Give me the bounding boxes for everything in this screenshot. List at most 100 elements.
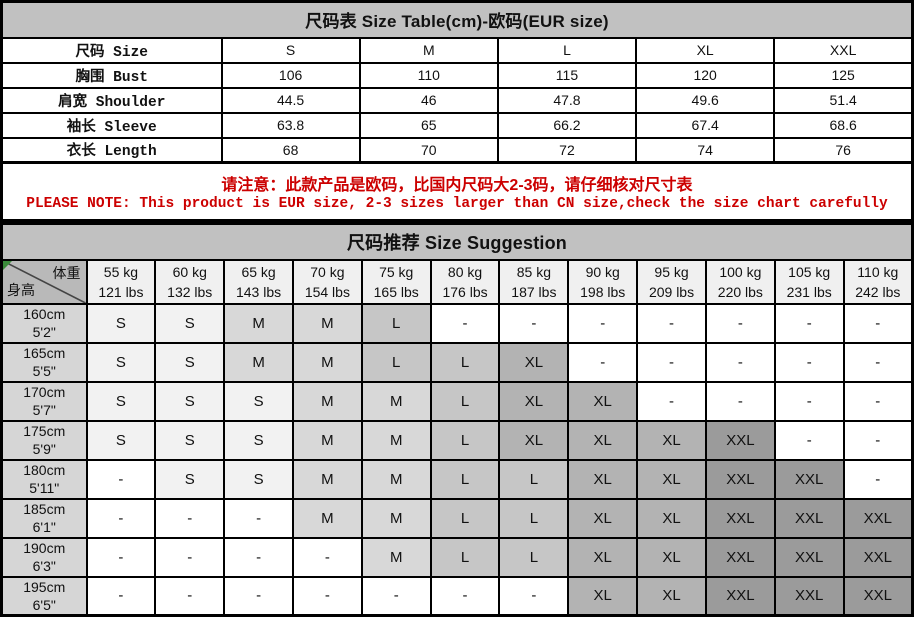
size-value-cell: 115 <box>496 61 638 89</box>
corner-weight-label: 体重 <box>52 264 81 281</box>
suggestion-size-cell: L <box>429 458 501 500</box>
suggestion-size-cell: M <box>291 458 363 500</box>
size-value-cell: S <box>220 36 361 64</box>
suggestion-size-cell: XXL <box>704 458 776 500</box>
suggestion-size-cell: XXL <box>773 575 845 617</box>
suggestion-size-cell: XXL <box>773 536 845 578</box>
weight-lbs-label: 198 lbs <box>580 283 626 300</box>
suggestion-size-cell: - <box>842 341 914 383</box>
corner-marker-triangle <box>3 261 12 270</box>
size-value-cell: 65 <box>358 111 499 139</box>
suggestion-size-cell: M <box>360 497 432 539</box>
suggestion-size-cell: - <box>291 575 363 617</box>
suggestion-size-cell: L <box>429 380 501 422</box>
suggestion-size-cell: - <box>567 302 639 344</box>
weight-lbs-label: 143 lbs <box>235 283 282 300</box>
suggestion-size-cell: - <box>223 497 294 539</box>
suggestion-size-cell: S <box>154 419 226 461</box>
weight-kg-label: 90 kg <box>585 263 620 280</box>
weight-header-cell: 95 kg 209 lbs <box>636 258 707 305</box>
suggestion-size-cell: - <box>842 419 914 461</box>
size-value-cell: 68 <box>220 136 361 164</box>
suggestion-row: 185cm 6'1" - - - M M L L XL XL XXL XXL XXL <box>0 497 914 539</box>
suggestion-row: 160cm 5'2" S S M M L - - - - - - - <box>0 302 914 344</box>
suggestion-size-cell: - <box>498 575 570 617</box>
suggestion-size-cell: M <box>360 380 432 422</box>
suggestion-size-cell: S <box>154 341 226 383</box>
suggestion-size-cell: XXL <box>773 458 845 500</box>
suggestion-size-cell: L <box>360 341 432 383</box>
suggestion-size-cell: M <box>223 341 294 383</box>
suggestion-size-cell: L <box>429 419 501 461</box>
suggestion-size-cell: XL <box>567 380 639 422</box>
height-ft-label: 5'2" <box>32 324 56 340</box>
suggestion-row: 195cm 6'5" - - - - - - - XL XL XXL XXL XXL <box>0 575 914 617</box>
suggestion-size-cell: - <box>773 419 845 461</box>
suggestion-size-cell: M <box>360 419 432 461</box>
suggestion-size-cell: - <box>85 575 157 617</box>
suggestion-title-row: 尺码推荐 Size Suggestion <box>0 222 914 261</box>
height-cm-label: 175cm <box>23 423 66 439</box>
suggestion-size-cell: M <box>223 302 294 344</box>
weight-header-cell: 110 kg 242 lbs <box>842 258 914 305</box>
height-label: 160cm 5'2" <box>0 302 88 344</box>
weight-lbs-label: 121 lbs <box>98 283 144 300</box>
size-value-cell: 120 <box>635 61 776 89</box>
suggestion-size-cell: S <box>154 458 226 500</box>
suggestion-size-cell: XXL <box>773 497 845 539</box>
weight-header-cell: 100 kg 220 lbs <box>704 258 776 305</box>
size-row-label: 袖长 Sleeve <box>0 111 223 139</box>
suggestion-size-cell: - <box>154 536 226 578</box>
suggestion-size-cell: XL <box>636 536 707 578</box>
suggestion-size-cell: - <box>85 458 157 500</box>
height-cm-label: 165cm <box>23 345 66 361</box>
weight-header-row: 体重 身高 55 kg 121 lbs 60 kg 132 lbs 65 kg 143 l… <box>0 258 914 305</box>
suggestion-size-cell: XL <box>636 458 707 500</box>
suggestion-size-cell: - <box>842 302 914 344</box>
diagonal-line <box>3 261 85 302</box>
weight-kg-label: 105 kg <box>788 263 831 280</box>
suggestion-size-cell: S <box>223 419 294 461</box>
suggestion-size-cell: M <box>360 458 432 500</box>
height-ft-label: 5'7" <box>32 402 56 418</box>
weight-header-cell: 85 kg 187 lbs <box>498 258 570 305</box>
suggestion-size-cell: M <box>291 497 363 539</box>
size-table-title: 尺码表 Size Table(cm)-欧码(EUR size) <box>0 0 914 39</box>
size-value-cell: 67.4 <box>635 111 776 139</box>
size-suggestion-table: 尺码推荐 Size Suggestion 体重 身高 55 kg 121 lbs 6… <box>0 222 914 617</box>
suggestion-row: 165cm 5'5" S S M M L L XL - - - - - <box>0 341 914 383</box>
height-label: 195cm 6'5" <box>0 575 88 617</box>
height-ft-label: 6'5" <box>32 596 56 613</box>
weight-kg-label: 80 kg <box>447 263 483 280</box>
suggestion-size-cell: - <box>154 497 226 539</box>
suggestion-size-cell: - <box>429 302 501 344</box>
suggestion-size-cell: M <box>360 536 432 578</box>
suggestion-size-cell: S <box>223 458 294 500</box>
suggestion-size-cell: S <box>154 380 226 422</box>
suggestion-size-cell: S <box>223 380 294 422</box>
weight-header-cell: 80 kg 176 lbs <box>429 258 501 305</box>
suggestion-size-cell: - <box>704 302 776 344</box>
size-row-label: 尺码 Size <box>0 36 223 64</box>
suggestion-size-cell: - <box>223 536 294 578</box>
height-ft-label: 5'11" <box>29 480 60 496</box>
weight-header-cell: 90 kg 198 lbs <box>567 258 639 305</box>
weight-kg-label: 100 kg <box>719 263 762 280</box>
suggestion-size-cell: XXL <box>842 497 914 539</box>
weight-header-cell: 55 kg 121 lbs <box>85 258 157 305</box>
size-value-cell: 49.6 <box>635 86 776 114</box>
suggestion-size-cell: M <box>291 419 363 461</box>
weight-lbs-label: 132 lbs <box>167 283 213 300</box>
notice-box: 请注意：此款产品是欧码，比国内尺码大2-3码，请仔细核对尺寸表 PLEASE N… <box>0 164 914 222</box>
suggestion-row: 170cm 5'7" S S S M M L XL XL - - - - <box>0 380 914 422</box>
suggestion-size-cell: - <box>85 497 157 539</box>
weight-lbs-label: 187 lbs <box>511 283 557 300</box>
weight-kg-label: 110 kg <box>857 263 899 280</box>
weight-kg-label: 65 kg <box>241 263 276 280</box>
suggestion-size-cell: - <box>154 575 226 617</box>
suggestion-size-cell: - <box>567 341 639 383</box>
size-value-cell: 44.5 <box>220 86 361 114</box>
height-ft-label: 5'9" <box>32 441 56 457</box>
suggestion-size-cell: L <box>360 302 432 344</box>
suggestion-size-cell: - <box>773 302 845 344</box>
